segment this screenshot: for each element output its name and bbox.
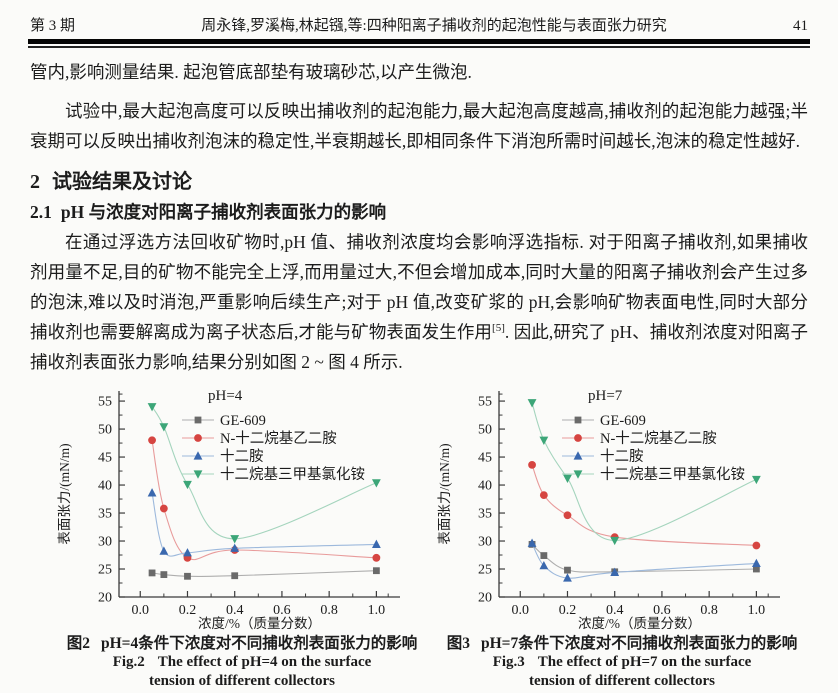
svg-text:GE-609: GE-609 [600,413,646,429]
svg-text:35: 35 [98,507,112,522]
svg-text:GE-609: GE-609 [220,413,266,429]
svg-text:N-十二烷基乙二胺: N-十二烷基乙二胺 [220,430,337,447]
issue-label: 第 3 期 [30,18,76,34]
svg-text:N-十二烷基乙二胺: N-十二烷基乙二胺 [600,430,717,447]
svg-text:0.8: 0.8 [700,603,718,618]
figure-3-caption-en-line1: The effect of pH=7 on the surface [537,654,752,670]
figure-2-caption-zh: 图2 pH=4条件下浓度对不同捕收剂表面张力的影响 [56,634,428,653]
figure-3-chart: 0.0 0.2 0.4 0.6 0.8 1.0 20 25 30 35 40 45 50 55 浓度/%（质… [436,383,808,633]
svg-text:20: 20 [478,591,492,606]
svg-text:1.0: 1.0 [748,603,766,618]
section-title: 试验结果及讨论 [52,171,192,193]
figure-3-caption-en: Fig.3 The effect of pH=7 on the surface [436,653,808,672]
paragraph-foam-test: 试验中,最大起泡高度可以反映出捕收剂的起泡能力,最大起泡高度越高,捕收剂的起泡能… [30,101,808,151]
svg-text:35: 35 [478,507,492,522]
subsection-title: pH 与浓度对阳离子捕收剂表面张力的影响 [60,202,387,222]
svg-text:pH=4: pH=4 [208,388,243,404]
svg-text:55: 55 [98,395,112,410]
running-title: 周永锋,罗溪梅,林起镪,等:四种阳离子捕收剂的起泡性能与表面张力研究 [201,18,667,34]
svg-text:0.0: 0.0 [512,603,529,618]
figure-2-label: 图2 [66,635,90,652]
svg-text:表面张力/(mN/m): 表面张力/(mN/m) [57,443,72,544]
svg-text:25: 25 [478,563,492,578]
svg-text:0.0: 0.0 [132,603,150,618]
svg-text:0.4: 0.4 [606,603,624,618]
paragraph-continuation: 管内,影响测量结果. 起泡管底部垫有玻璃砂芯,以产生微泡. [30,62,472,82]
svg-text:0.2: 0.2 [559,603,577,618]
figure-3-caption-en2: tension of different collectors [529,673,715,689]
section-heading: 2 试验结果及讨论 [30,165,808,194]
figures-row: 0.0 0.2 0.4 0.6 0.8 1.0 20 25 30 35 40 45 50 55 浓度/%（质… [56,383,838,691]
figure-2-caption-en: Fig.2 The effect of pH=4 on the surface [56,653,428,672]
svg-text:浓度/%（质量分数）: 浓度/%（质量分数） [578,616,701,631]
figure-2-label-en: Fig.2 [112,654,145,670]
svg-text:30: 30 [98,535,112,550]
figure-2: 0.0 0.2 0.4 0.6 0.8 1.0 20 25 30 35 40 45 50 55 浓度/%（质… [56,383,428,691]
svg-text:十二胺: 十二胺 [600,448,644,465]
svg-text:45: 45 [478,451,492,466]
subsection-heading: 2.1 pH 与浓度对阳离子捕收剂表面张力的影响 [30,199,808,224]
svg-text:1.0: 1.0 [368,603,386,618]
line-chart-pH=7: 0.0 0.2 0.4 0.6 0.8 1.0 20 25 30 35 40 45 50 55 浓度/%（质… [437,388,780,631]
citation-ref-5: [5] [492,322,505,335]
page-number: 41 [793,18,808,34]
svg-text:25: 25 [98,563,112,578]
svg-text:20: 20 [98,591,112,606]
svg-text:30: 30 [478,535,492,550]
svg-text:十二胺: 十二胺 [220,448,264,465]
svg-text:40: 40 [98,479,112,494]
svg-text:0.6: 0.6 [653,603,671,618]
figure-3-caption-zh-text: pH=7条件下浓度对不同捕收剂表面张力的影响 [481,635,798,652]
figure-3-label-en: Fig.3 [492,654,525,670]
svg-text:浓度/%（质量分数）: 浓度/%（质量分数） [198,616,321,631]
header-rule-thin [28,46,810,48]
svg-text:表面张力/(mN/m): 表面张力/(mN/m) [437,443,452,544]
svg-text:50: 50 [98,423,112,438]
svg-text:55: 55 [478,395,492,410]
paragraph-ph-discussion: 在通过浮选方法回收矿物时,pH 值、捕收剂浓度均会影响浮选指标. 对于阳离子捕收… [30,227,808,377]
figure-2-caption-en2: tension of different collectors [149,673,335,689]
svg-text:0.8: 0.8 [320,603,338,618]
svg-text:45: 45 [98,451,112,466]
page-header: 第 3 期 周永锋,罗溪梅,林起镪,等:四种阳离子捕收剂的起泡性能与表面张力研究… [30,14,808,35]
svg-text:pH=7: pH=7 [588,388,623,404]
journal-page: 第 3 期 周永锋,罗溪梅,林起镪,等:四种阳离子捕收剂的起泡性能与表面张力研究… [0,14,838,693]
paragraph-text-a: 在通过浮选方法回收矿物时,pH 值、捕收剂浓度均会影响浮选指标. 对于阳离子捕收… [30,232,808,342]
figure-2-caption-en-line1: The effect of pH=4 on the surface [157,654,372,670]
svg-text:0.4: 0.4 [226,603,244,618]
paragraph-text-b: . 因此,研究了 pH、捕收剂浓度对阳离子捕收剂表面张力影响,结果分别如图 2 … [30,322,809,372]
figure-2-chart: 0.0 0.2 0.4 0.6 0.8 1.0 20 25 30 35 40 45 50 55 浓度/%（质… [56,383,428,633]
svg-text:0.6: 0.6 [273,603,291,618]
figure-3: 0.0 0.2 0.4 0.6 0.8 1.0 20 25 30 35 40 45 50 55 浓度/%（质… [436,383,808,691]
subsection-number: 2.1 [30,202,52,222]
line-chart-pH=4: 0.0 0.2 0.4 0.6 0.8 1.0 20 25 30 35 40 45 50 55 浓度/%（质… [57,388,400,631]
header-rule-thick [28,39,810,44]
svg-text:40: 40 [478,479,492,494]
svg-text:十二烷基三甲基氯化铵: 十二烷基三甲基氯化铵 [600,466,745,483]
section-number: 2 [30,171,40,193]
figure-3-caption-zh: 图3 pH=7条件下浓度对不同捕收剂表面张力的影响 [436,634,808,653]
figure-3-label: 图3 [446,635,470,652]
svg-text:0.2: 0.2 [179,603,197,618]
svg-text:50: 50 [478,423,492,438]
figure-2-caption-zh-text: pH=4条件下浓度对不同捕收剂表面张力的影响 [101,635,418,652]
svg-text:十二烷基三甲基氯化铵: 十二烷基三甲基氯化铵 [220,466,365,483]
